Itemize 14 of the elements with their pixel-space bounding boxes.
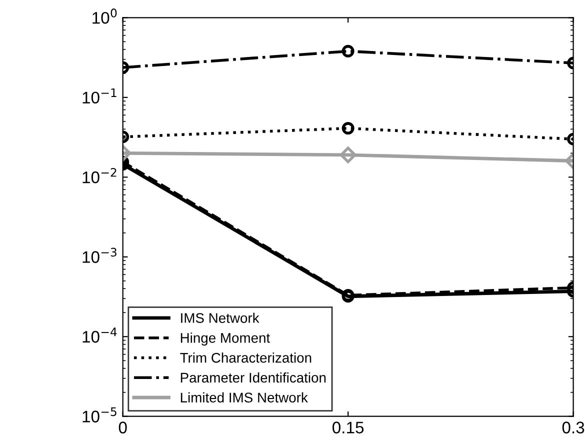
y-tick-label: 10$^{−3}$ [82,248,116,263]
legend-label: Limited IMS Network [180,392,308,403]
x-tick-label: 0.3 [562,422,584,434]
x-tick-label: 0.15 [332,422,364,434]
legend-label: IMS Network [181,312,260,323]
y-tick-label: 10$^{−2}$ [82,168,116,184]
y-tick-label: 10$^{−1}$ [82,88,116,104]
legend-label: Trim Characterization [180,352,312,363]
y-tick-label: 10$^{−5}$ [82,407,116,422]
x-tick-label: 0 [118,422,127,434]
y-tick-label: 10$^{−4}$ [82,328,117,343]
y-tick-label: 10$^{0}$ [92,8,117,24]
legend-label: Hinge Moment [180,332,270,346]
legend-label: Parameter Identification [180,372,326,383]
